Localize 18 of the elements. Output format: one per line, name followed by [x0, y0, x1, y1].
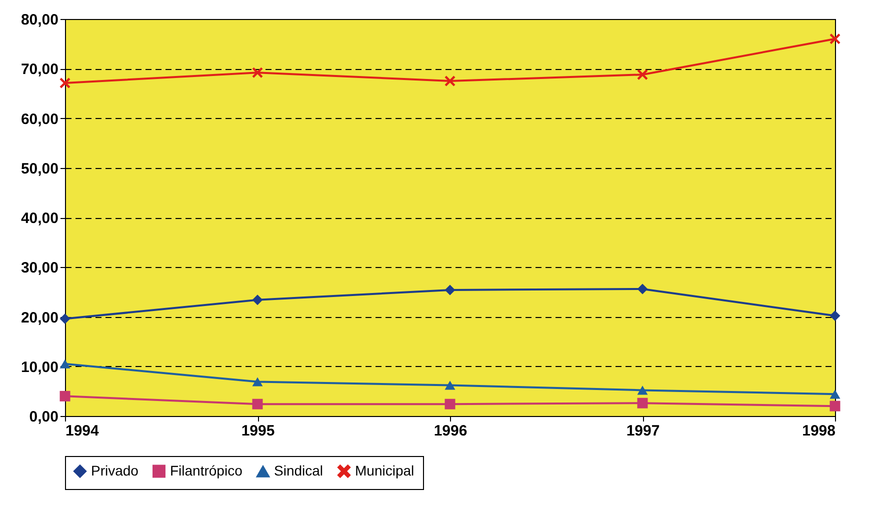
x-tick-label: 1995	[241, 422, 275, 440]
y-tick-label: 60,00	[20, 110, 58, 128]
y-tick-label: 20,00	[20, 309, 58, 326]
y-tick-label: 50,00	[20, 160, 58, 178]
x-tick-label: 1997	[626, 422, 660, 440]
legend-label: Municipal	[355, 462, 414, 478]
legend-label: Privado	[91, 462, 139, 478]
y-tick-label: 80,00	[20, 12, 58, 28]
y-tick-label: 0,00	[29, 408, 58, 426]
legend-label: Filantrópico	[170, 462, 243, 478]
x-tick-label: 1996	[434, 422, 468, 440]
legend-label: Sindical	[274, 462, 324, 479]
y-tick-label: 70,00	[20, 61, 58, 78]
y-tick-label: 40,00	[20, 210, 58, 227]
y-tick-label: 30,00	[20, 260, 58, 277]
x-tick-label: 1994	[66, 422, 100, 440]
x-tick-label: 1998	[802, 422, 836, 440]
y-tick-label: 10,00	[20, 358, 58, 376]
